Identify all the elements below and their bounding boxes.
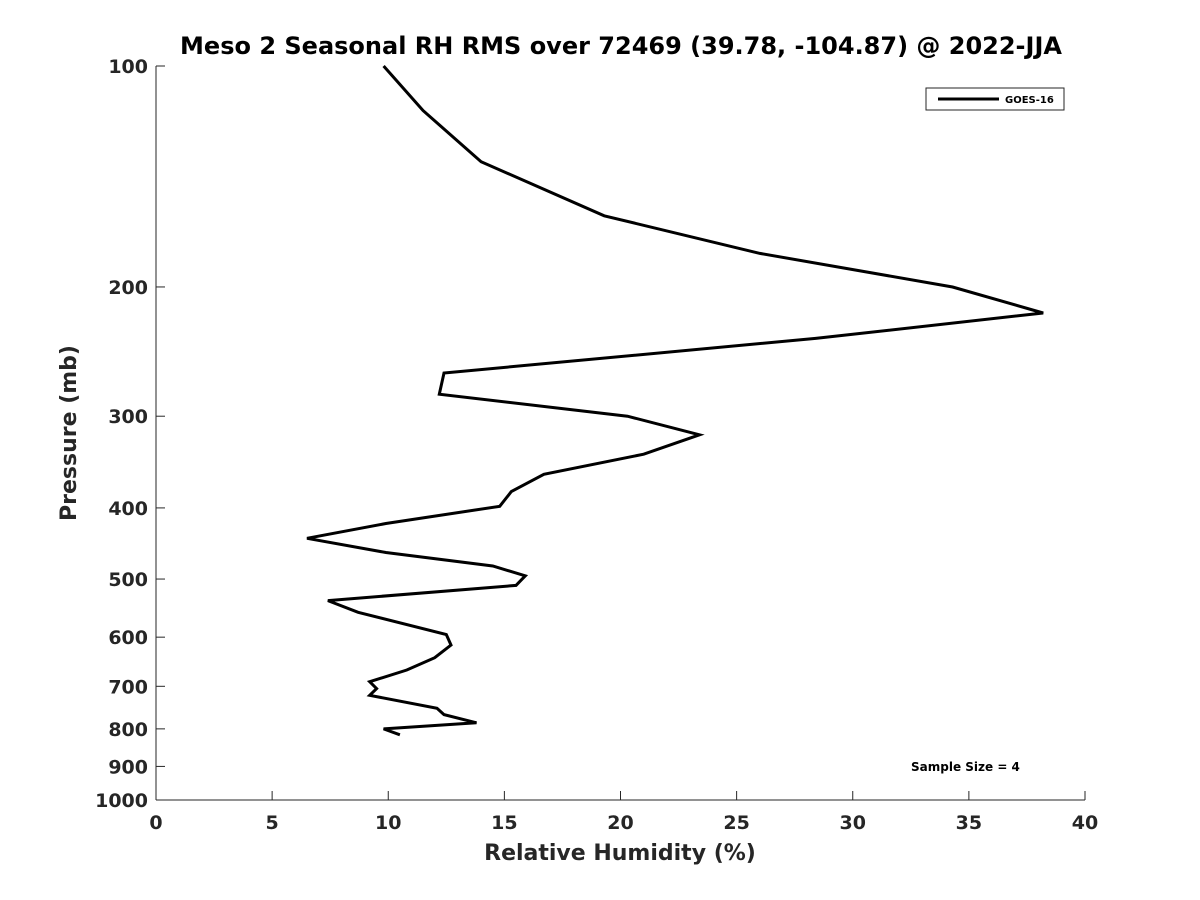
y-tick-label: 600: [108, 627, 148, 649]
y-tick-label: 700: [108, 676, 148, 698]
x-tick-label: 30: [840, 812, 866, 834]
y-tick-label: 300: [108, 406, 148, 428]
y-tick-label: 100: [108, 56, 148, 78]
sample-size-annotation: Sample Size = 4: [911, 760, 1020, 774]
legend: GOES-16: [925, 87, 1065, 111]
y-tick-label: 1000: [95, 790, 148, 812]
y-tick-label: 500: [108, 569, 148, 591]
y-tick-label: 400: [108, 498, 148, 520]
x-ticks: 0 5 10 15 20 25 30 35 40: [149, 791, 1098, 834]
series-line-goes-16: [306, 65, 1044, 737]
x-axis-label: Relative Humidity (%): [484, 841, 756, 866]
series-layer: [306, 65, 1044, 737]
y-tick-label: 200: [108, 277, 148, 299]
x-tick-label: 0: [149, 812, 162, 834]
y-tick-label: 900: [108, 756, 148, 778]
legend-entry-goes-16: GOES-16: [1005, 95, 1054, 106]
y-ticks: 100 200 300 400 500 600 700 800 900 1000: [95, 56, 165, 812]
x-tick-label: 25: [723, 812, 749, 834]
x-tick-label: 15: [491, 812, 517, 834]
x-tick-label: 5: [266, 812, 279, 834]
y-tick-label: 800: [108, 719, 148, 741]
axes: [155, 66, 1085, 801]
x-tick-label: 10: [375, 812, 401, 834]
x-tick-label: 40: [1072, 812, 1098, 834]
x-tick-label: 20: [607, 812, 633, 834]
chart-title: Meso 2 Seasonal RH RMS over 72469 (39.78…: [180, 32, 1062, 60]
x-tick-label: 35: [956, 812, 982, 834]
y-axis-label: Pressure (mb): [57, 345, 82, 521]
